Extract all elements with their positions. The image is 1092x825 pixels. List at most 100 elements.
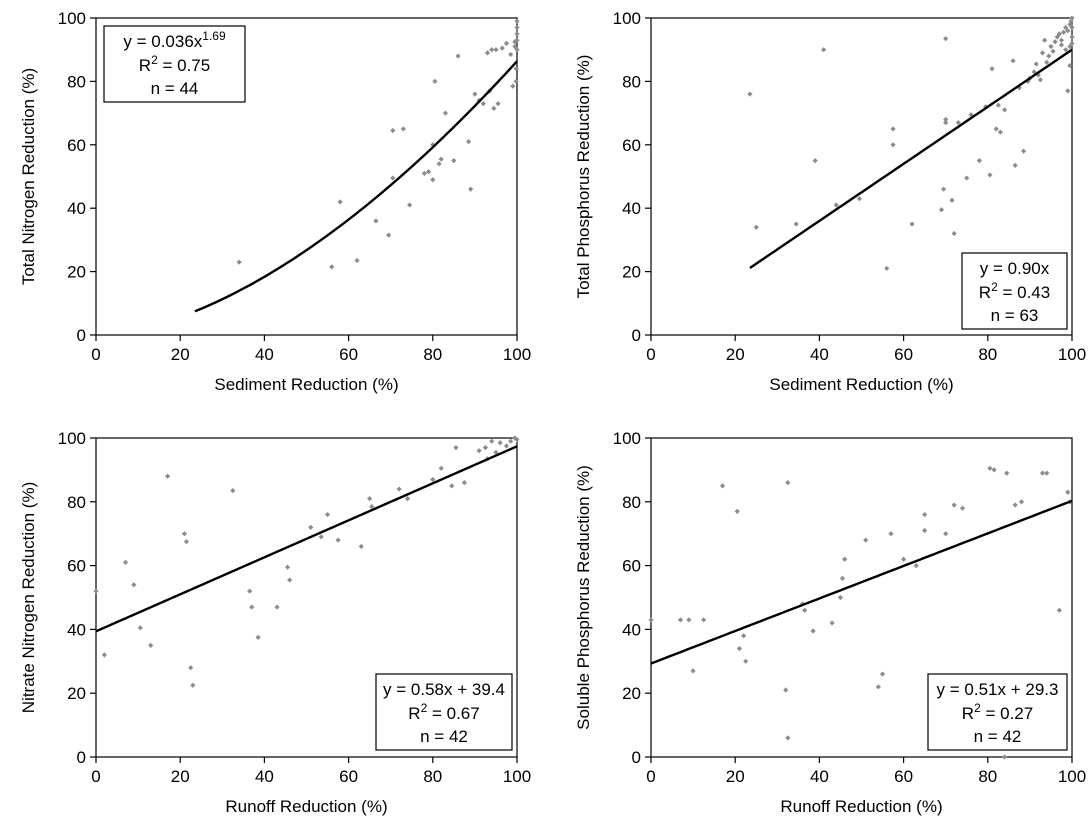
r-squared-text: R2 = 0.27: [962, 701, 1033, 723]
data-point: [404, 496, 411, 502]
data-point: [190, 682, 196, 688]
data-point: [503, 40, 510, 46]
data-point: [513, 78, 519, 84]
data-point: [879, 671, 886, 677]
data-point: [430, 177, 436, 183]
equation-text: y = 0.51x + 29.3: [937, 680, 1059, 699]
data-point: [512, 39, 518, 45]
data-point: [390, 127, 396, 134]
data-point: [495, 100, 501, 107]
data-point: [468, 186, 474, 192]
data-point: [421, 170, 427, 176]
data-point: [1056, 31, 1062, 37]
data-point: [1048, 43, 1054, 50]
data-point: [812, 158, 818, 164]
data-point: [821, 47, 827, 53]
x-tick-label: 100: [1058, 767, 1086, 786]
data-point: [943, 531, 949, 537]
data-point: [482, 444, 489, 451]
data-point: [499, 45, 505, 51]
data-point: [284, 564, 291, 570]
data-point: [493, 449, 499, 455]
data-point: [943, 116, 949, 123]
x-tick-label: 0: [91, 767, 100, 786]
x-tick-label: 80: [978, 767, 997, 786]
data-point: [863, 537, 869, 543]
x-tick-label: 0: [646, 345, 655, 364]
data-point: [385, 232, 392, 238]
y-axis-label: Total Phosphorus Reduction (%): [574, 55, 593, 299]
data-point: [995, 102, 1001, 108]
data-point: [449, 483, 455, 489]
equation-box: [103, 25, 246, 103]
r-squared-text: R2 = 0.67: [408, 701, 479, 723]
plot-frame: [650, 17, 1073, 336]
data-point: [493, 47, 499, 53]
data-point: [465, 139, 472, 145]
y-tick-label: 40: [622, 620, 641, 639]
data-point: [1044, 470, 1050, 476]
x-tick-label: 80: [423, 345, 442, 364]
y-tick-label: 40: [67, 199, 86, 218]
data-point: [1054, 34, 1060, 40]
data-point: [940, 186, 947, 192]
y-tick-label: 20: [622, 263, 641, 282]
data-point: [514, 24, 520, 31]
equation-box: [927, 673, 1068, 751]
equation-text: y = 0.58x + 39.4: [383, 680, 505, 699]
plot-frame: [95, 437, 518, 758]
data-point: [890, 142, 896, 148]
data-point: [1039, 470, 1046, 476]
y-axis-label: Soluble Phosphorus Reduction (%): [574, 465, 593, 730]
x-tick-label: 40: [810, 345, 829, 364]
y-tick-label: 20: [67, 684, 86, 703]
y-tick-label: 20: [67, 263, 86, 282]
data-point: [438, 465, 444, 471]
data-point: [909, 221, 915, 227]
x-tick-label: 20: [726, 767, 745, 786]
y-tick-label: 100: [613, 429, 641, 448]
data-point: [993, 126, 999, 132]
x-tick-label: 100: [503, 767, 531, 786]
r-squared-text: R2 = 0.75: [139, 53, 210, 75]
data-point: [93, 588, 99, 594]
data-point: [442, 110, 449, 116]
data-point: [430, 142, 436, 148]
data-point: [1069, 24, 1075, 31]
data-point: [438, 156, 444, 162]
data-point: [101, 652, 108, 658]
data-point: [959, 505, 966, 511]
equation-text: y = 0.036x1.69: [123, 29, 226, 51]
data-point: [875, 684, 881, 690]
data-point: [677, 617, 684, 623]
data-point: [913, 563, 919, 569]
data-point: [833, 202, 839, 208]
data-point: [455, 53, 461, 59]
x-tick-label: 60: [339, 345, 358, 364]
data-point: [453, 444, 459, 451]
data-point: [236, 259, 242, 265]
data-point: [1068, 18, 1074, 24]
y-tick-label: 100: [58, 9, 86, 28]
x-tick-label: 0: [646, 767, 655, 786]
data-point: [1056, 607, 1062, 613]
data-point: [512, 43, 518, 50]
data-point: [719, 483, 726, 489]
data-point: [976, 158, 982, 164]
data-point: [1067, 21, 1073, 27]
data-point: [514, 37, 520, 43]
x-tick-label: 40: [255, 345, 274, 364]
data-point: [476, 448, 482, 454]
data-point: [686, 617, 692, 623]
chart-panel-1: 0 20 40 60 80 100 0 20 40 60 80 100 Sediment Reducti…: [19, 9, 531, 394]
y-tick-label: 0: [77, 748, 86, 767]
x-tick-label: 60: [894, 345, 913, 364]
data-point: [335, 537, 341, 543]
data-point: [753, 224, 759, 230]
data-point: [1069, 40, 1075, 46]
data-point: [736, 645, 743, 652]
x-axis-label: Sediment Reduction (%): [769, 375, 953, 394]
data-point: [1063, 24, 1069, 31]
data-point: [337, 199, 343, 205]
